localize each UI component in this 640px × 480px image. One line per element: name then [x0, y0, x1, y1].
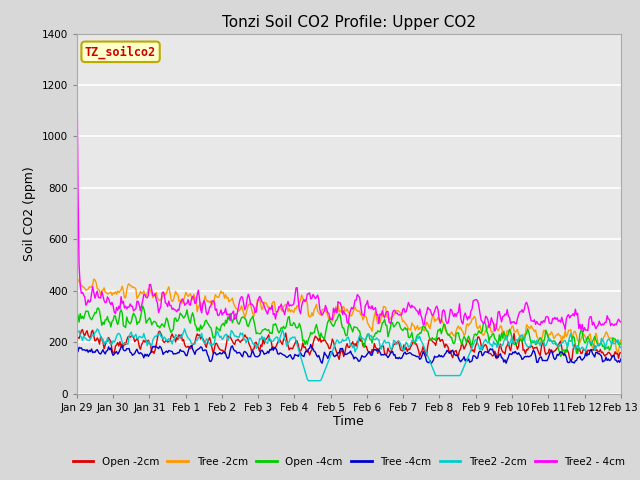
Legend: Open -2cm, Tree -2cm, Open -4cm, Tree -4cm, Tree2 -2cm, Tree2 - 4cm: Open -2cm, Tree -2cm, Open -4cm, Tree -4… [68, 453, 629, 471]
Y-axis label: Soil CO2 (ppm): Soil CO2 (ppm) [23, 166, 36, 261]
Text: TZ_soilco2: TZ_soilco2 [85, 45, 156, 59]
Title: Tonzi Soil CO2 Profile: Upper CO2: Tonzi Soil CO2 Profile: Upper CO2 [222, 15, 476, 30]
X-axis label: Time: Time [333, 415, 364, 429]
